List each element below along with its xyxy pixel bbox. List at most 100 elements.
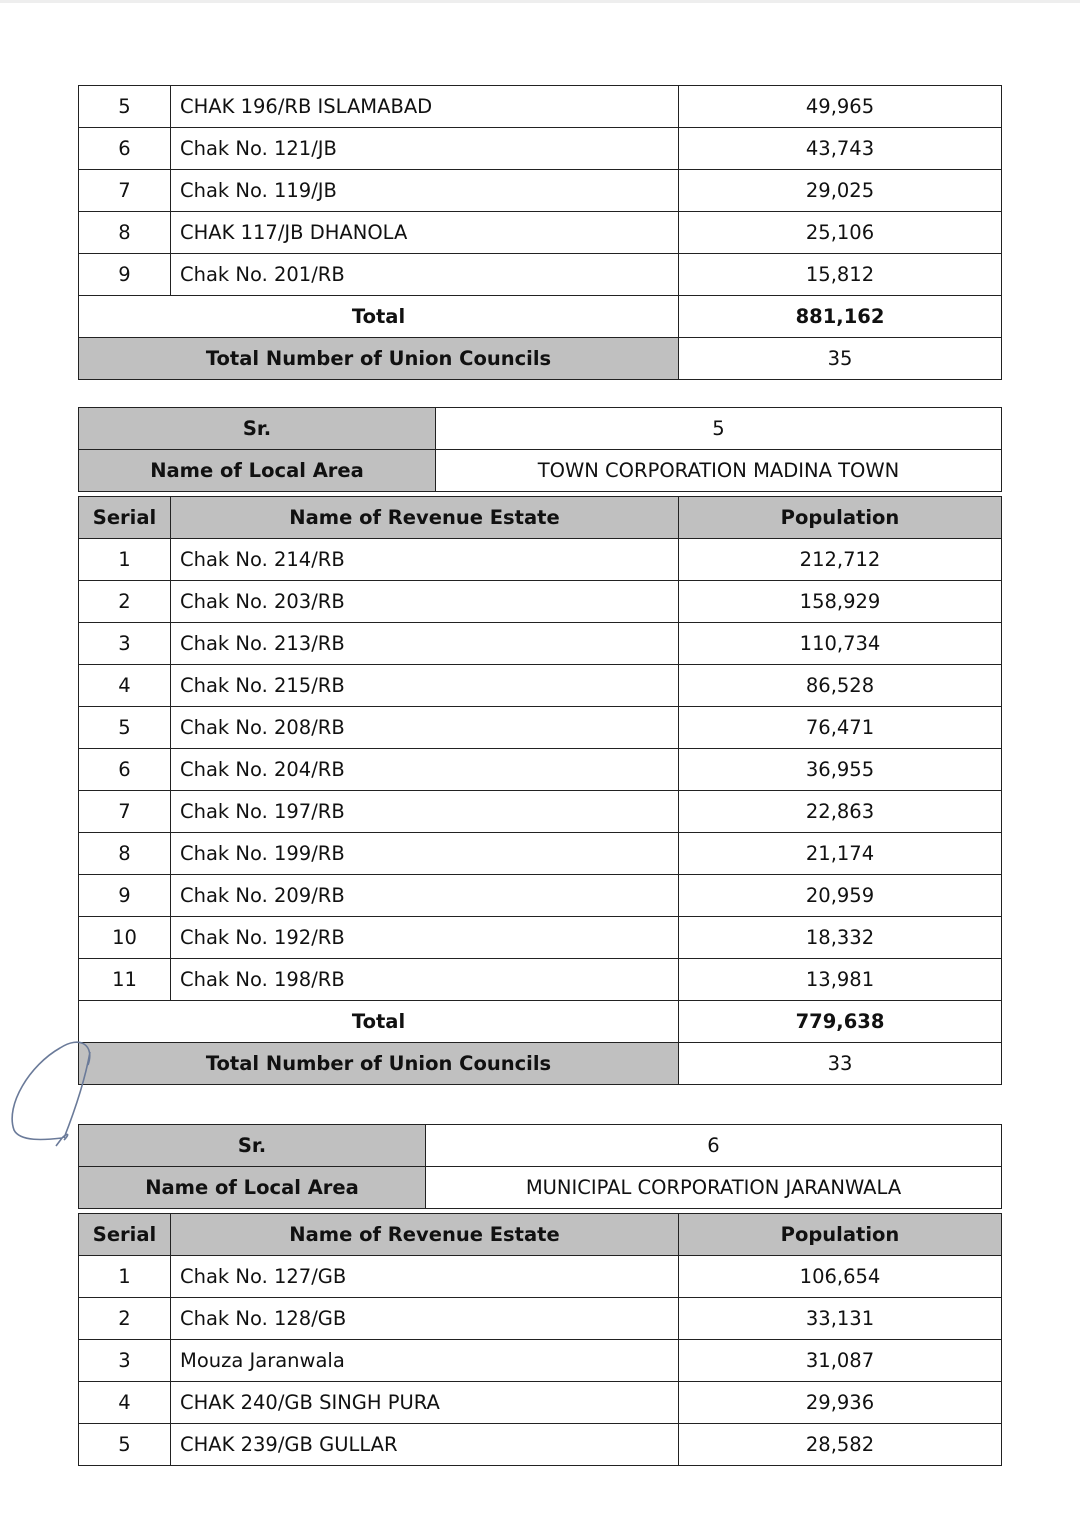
sr-value: 5 <box>435 407 1002 450</box>
revenue-estate-cell: Chak No. 201/RB <box>170 253 679 296</box>
revenue-estate-cell: Chak No. 204/RB <box>170 748 679 791</box>
block2-header-table: Sr. 5 Name of Local Area TOWN CORPORATIO… <box>78 407 1002 492</box>
revenue-estate-cell: Chak No. 214/RB <box>170 538 679 581</box>
serial-cell: 7 <box>78 790 171 833</box>
table-row: 5 Chak No. 208/RB 76,471 <box>78 706 1002 749</box>
local-area-label: Name of Local Area <box>78 1166 426 1209</box>
serial-cell: 6 <box>78 127 171 170</box>
population-header: Population <box>678 496 1002 539</box>
population-cell: 110,734 <box>678 622 1002 665</box>
population-cell: 212,712 <box>678 538 1002 581</box>
union-councils-row: Total Number of Union Councils 33 <box>78 1042 1002 1085</box>
local-area-value: TOWN CORPORATION MADINA TOWN <box>435 449 1002 492</box>
table-row: 10 Chak No. 192/RB 18,332 <box>78 916 1002 959</box>
revenue-estate-cell: Chak No. 198/RB <box>170 958 679 1001</box>
table-row: 3 Chak No. 213/RB 110,734 <box>78 622 1002 665</box>
serial-cell: 5 <box>78 85 171 128</box>
revenue-estate-cell: Chak No. 208/RB <box>170 706 679 749</box>
block3-header-table: Sr. 6 Name of Local Area MUNICIPAL CORPO… <box>78 1124 1002 1209</box>
revenue-estate-cell: Chak No. 213/RB <box>170 622 679 665</box>
population-cell: 43,743 <box>678 127 1002 170</box>
table-row: 2 Chak No. 203/RB 158,929 <box>78 580 1002 623</box>
serial-cell: 2 <box>78 580 171 623</box>
population-cell: 28,582 <box>678 1423 1002 1466</box>
sr-value: 6 <box>425 1124 1002 1167</box>
serial-cell: 9 <box>78 253 171 296</box>
population-header: Population <box>678 1213 1002 1256</box>
table-row: 9 Chak No. 209/RB 20,959 <box>78 874 1002 917</box>
revenue-estate-cell: Chak No. 192/RB <box>170 916 679 959</box>
union-councils-value: 35 <box>678 337 1002 380</box>
revenue-estate-header: Name of Revenue Estate <box>170 496 679 539</box>
table-row: 5 CHAK 196/RB ISLAMABAD 49,965 <box>78 85 1002 128</box>
population-cell: 49,965 <box>678 85 1002 128</box>
table-row: 8 Chak No. 199/RB 21,174 <box>78 832 1002 875</box>
population-cell: 29,025 <box>678 169 1002 212</box>
population-cell: 158,929 <box>678 580 1002 623</box>
page-top-edge <box>0 0 1080 3</box>
population-cell: 33,131 <box>678 1297 1002 1340</box>
sr-row: Sr. 5 <box>78 407 1002 450</box>
population-cell: 25,106 <box>678 211 1002 254</box>
table-row: 3 Mouza Jaranwala 31,087 <box>78 1339 1002 1382</box>
serial-cell: 7 <box>78 169 171 212</box>
table-row: 8 CHAK 117/JB DHANOLA 25,106 <box>78 211 1002 254</box>
serial-cell: 1 <box>78 538 171 581</box>
serial-cell: 3 <box>78 1339 171 1382</box>
population-cell: 15,812 <box>678 253 1002 296</box>
union-councils-label: Total Number of Union Councils <box>78 337 679 380</box>
revenue-estate-cell: Chak No. 209/RB <box>170 874 679 917</box>
serial-header: Serial <box>78 1213 171 1256</box>
population-cell: 22,863 <box>678 790 1002 833</box>
sr-label: Sr. <box>78 1124 426 1167</box>
union-councils-value: 33 <box>678 1042 1002 1085</box>
local-area-row: Name of Local Area MUNICIPAL CORPORATION… <box>78 1166 1002 1209</box>
table-row: 5 CHAK 239/GB GULLAR 28,582 <box>78 1423 1002 1466</box>
revenue-estate-cell: Chak No. 121/JB <box>170 127 679 170</box>
serial-cell: 4 <box>78 1381 171 1424</box>
block2-table: Serial Name of Revenue Estate Population 1 C… <box>78 496 1002 1085</box>
population-cell: 31,087 <box>678 1339 1002 1382</box>
revenue-estate-cell: CHAK 239/GB GULLAR <box>170 1423 679 1466</box>
table-row: 7 Chak No. 119/JB 29,025 <box>78 169 1002 212</box>
population-cell: 106,654 <box>678 1255 1002 1298</box>
revenue-estate-cell: Chak No. 197/RB <box>170 790 679 833</box>
block1-table: 5 CHAK 196/RB ISLAMABAD 49,965 6 Chak No. 12… <box>78 85 1002 380</box>
revenue-estate-cell: Chak No. 127/GB <box>170 1255 679 1298</box>
local-area-row: Name of Local Area TOWN CORPORATION MADI… <box>78 449 1002 492</box>
population-cell: 13,981 <box>678 958 1002 1001</box>
table-row: 6 Chak No. 121/JB 43,743 <box>78 127 1002 170</box>
total-row: Total 881,162 <box>78 295 1002 338</box>
serial-cell: 4 <box>78 664 171 707</box>
revenue-estate-cell: CHAK 117/JB DHANOLA <box>170 211 679 254</box>
table-row: 1 Chak No. 214/RB 212,712 <box>78 538 1002 581</box>
population-cell: 21,174 <box>678 832 1002 875</box>
table-row: 7 Chak No. 197/RB 22,863 <box>78 790 1002 833</box>
column-header-row: Serial Name of Revenue Estate Population <box>78 496 1002 539</box>
serial-cell: 2 <box>78 1297 171 1340</box>
table-row: 6 Chak No. 204/RB 36,955 <box>78 748 1002 791</box>
sr-row: Sr. 6 <box>78 1124 1002 1167</box>
total-value: 779,638 <box>678 1000 1002 1043</box>
serial-cell: 11 <box>78 958 171 1001</box>
column-header-row: Serial Name of Revenue Estate Population <box>78 1213 1002 1256</box>
sr-label: Sr. <box>78 407 436 450</box>
total-row: Total 779,638 <box>78 1000 1002 1043</box>
table-row: 4 Chak No. 215/RB 86,528 <box>78 664 1002 707</box>
revenue-estate-cell: Chak No. 215/RB <box>170 664 679 707</box>
block3-table: Serial Name of Revenue Estate Population 1 C… <box>78 1213 1002 1466</box>
revenue-estate-cell: CHAK 196/RB ISLAMABAD <box>170 85 679 128</box>
serial-cell: 9 <box>78 874 171 917</box>
table-row: 4 CHAK 240/GB SINGH PURA 29,936 <box>78 1381 1002 1424</box>
revenue-estate-cell: Mouza Jaranwala <box>170 1339 679 1382</box>
table-row: 1 Chak No. 127/GB 106,654 <box>78 1255 1002 1298</box>
revenue-estate-cell: CHAK 240/GB SINGH PURA <box>170 1381 679 1424</box>
serial-cell: 1 <box>78 1255 171 1298</box>
revenue-estate-cell: Chak No. 128/GB <box>170 1297 679 1340</box>
population-cell: 86,528 <box>678 664 1002 707</box>
local-area-label: Name of Local Area <box>78 449 436 492</box>
serial-cell: 8 <box>78 832 171 875</box>
serial-cell: 10 <box>78 916 171 959</box>
union-councils-row: Total Number of Union Councils 35 <box>78 337 1002 380</box>
population-cell: 76,471 <box>678 706 1002 749</box>
